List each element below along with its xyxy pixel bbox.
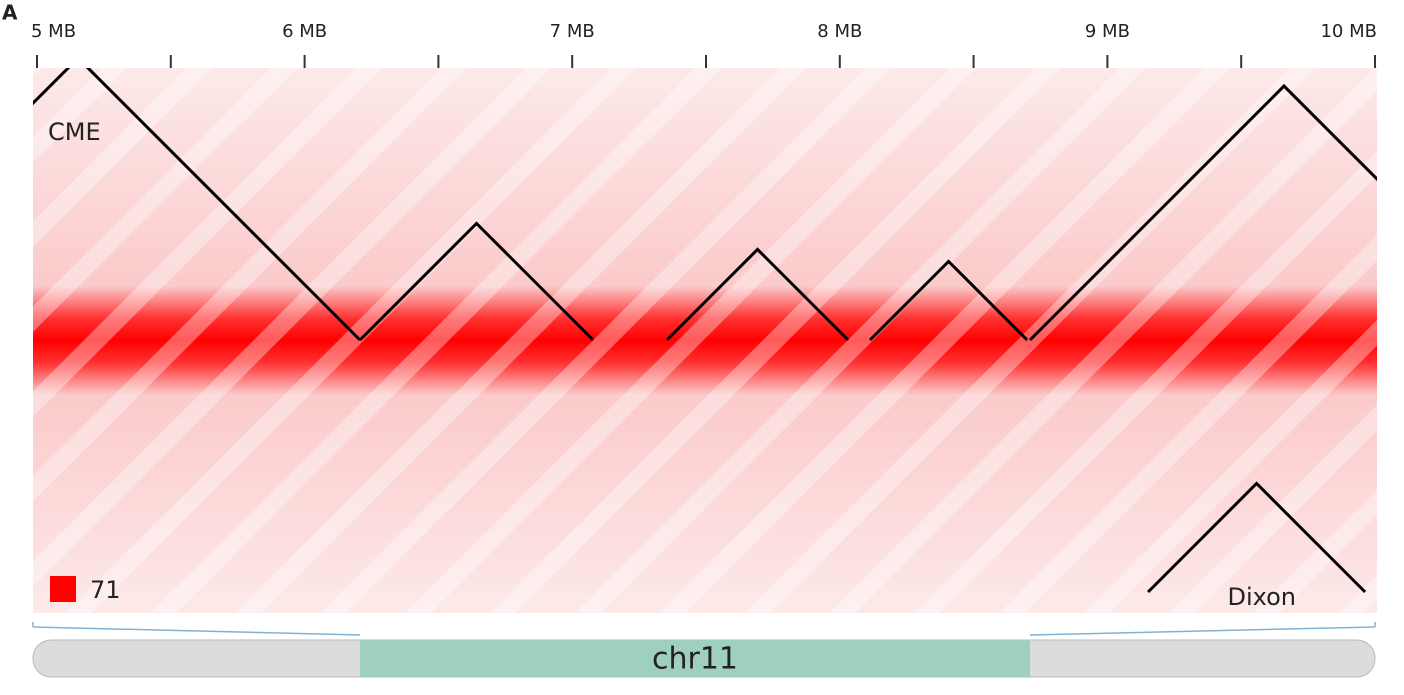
x-tick-label: 7 MB: [550, 21, 595, 42]
chromosome-label: chr11: [652, 642, 738, 677]
domain: [1147, 481, 1367, 594]
domain-tracks: [33, 68, 1377, 594]
panel-label: A: [2, 1, 18, 25]
zoom-connector: [32, 622, 1376, 636]
contact-map-texture: [33, 68, 1377, 613]
domain: [358, 221, 595, 342]
x-tick-label: 6 MB: [282, 21, 327, 42]
x-tick-label: 10 MB: [1320, 21, 1377, 42]
color-max: 71: [90, 576, 121, 604]
domain: [1029, 83, 1377, 342]
domain: [868, 259, 1029, 342]
x-tick-label: 8 MB: [817, 21, 862, 42]
color-swatch: [50, 576, 76, 602]
x-tick-label: 5 MB: [31, 21, 76, 42]
domain: [665, 247, 850, 342]
track-label: Dixon: [1227, 583, 1296, 611]
track-label: CME: [48, 118, 101, 146]
domain: [33, 68, 362, 342]
chromosome-region: [360, 640, 1030, 677]
x-tick-label: 9 MB: [1085, 21, 1130, 42]
